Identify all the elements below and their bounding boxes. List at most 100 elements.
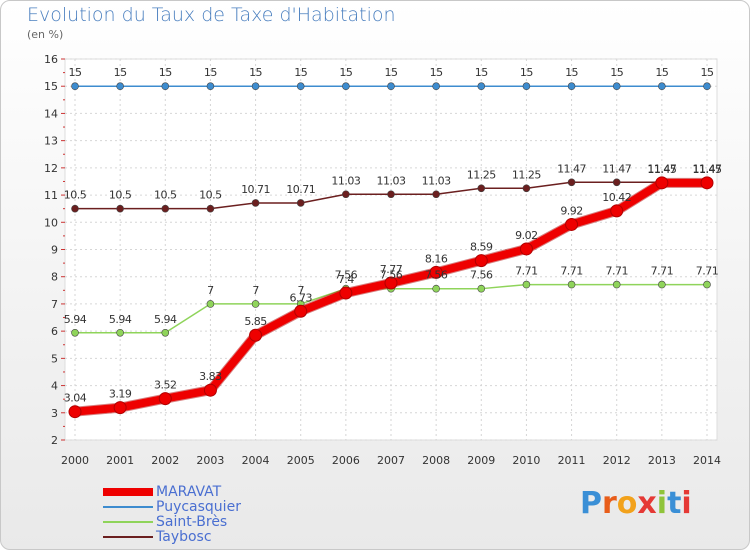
data-label-puycasquier: 15: [294, 66, 307, 79]
data-point-maravat: [249, 328, 263, 342]
data-label-puycasquier: 15: [475, 66, 488, 79]
y-tick-label: 10: [44, 216, 58, 229]
data-label-taybosc: 11.47: [693, 162, 722, 175]
x-tick-label: 2004: [242, 454, 270, 467]
y-tick-label: 14: [44, 107, 58, 120]
data-label-puycasquier: 15: [249, 66, 262, 79]
data-label-puycasquier: 15: [114, 66, 127, 79]
data-label-puycasquier: 15: [701, 66, 714, 79]
data-label-puycasquier: 15: [430, 66, 443, 79]
data-point-maravat: [610, 204, 624, 218]
data-point-puycasquier: [522, 82, 531, 91]
chart-title: Evolution du Taux de Taxe d'Habitation: [27, 4, 396, 26]
data-point-maravat: [339, 286, 353, 300]
data-label-puycasquier: 15: [565, 66, 578, 79]
data-point-saint-br-s: [477, 284, 486, 293]
x-tick-label: 2003: [196, 454, 224, 467]
data-point-maravat: [429, 265, 443, 279]
data-point-maravat: [158, 392, 172, 406]
data-point-puycasquier: [296, 82, 305, 91]
data-label-saint-br-s: 5.94: [154, 313, 177, 326]
x-tick-label: 2014: [693, 454, 721, 467]
legend-item: Puycasquier: [103, 499, 241, 515]
data-label-maravat: 11.45: [693, 163, 722, 176]
data-point-maravat: [565, 217, 579, 231]
data-point-maravat: [294, 304, 308, 318]
data-label-taybosc: 10.5: [199, 189, 222, 202]
data-label-puycasquier: 15: [159, 66, 172, 79]
data-label-saint-br-s: 7: [297, 284, 304, 297]
data-label-maravat: 9.92: [560, 204, 583, 217]
data-label-taybosc: 11.25: [512, 168, 541, 181]
legend-swatch: [103, 505, 153, 508]
data-label-saint-br-s: 7: [252, 284, 259, 297]
data-label-puycasquier: 15: [385, 66, 398, 79]
data-point-puycasquier: [206, 82, 215, 91]
data-label-saint-br-s: 5.94: [109, 313, 132, 326]
x-tick-label: 2007: [377, 454, 405, 467]
data-point-maravat: [113, 401, 127, 415]
data-label-taybosc: 10.5: [109, 189, 132, 202]
legend-swatch: [103, 487, 153, 496]
x-tick-label: 2013: [648, 454, 676, 467]
data-label-taybosc: 11.47: [647, 162, 676, 175]
data-point-puycasquier: [342, 82, 350, 91]
data-label-maravat: 8.59: [470, 241, 493, 254]
data-point-taybosc: [71, 204, 79, 213]
data-label-taybosc: 10.71: [241, 183, 270, 196]
data-label-maravat: 5.85: [244, 315, 267, 328]
data-point-taybosc: [206, 204, 215, 213]
data-labels: 15 15 15 15 15 15 15 15 15 15 15 15 15 15 15 5.94 5.94 5.…: [64, 66, 723, 404]
data-label-taybosc: 10.5: [154, 189, 177, 202]
data-point-puycasquier: [71, 82, 79, 91]
data-label-taybosc: 11.25: [467, 168, 496, 181]
x-tick-label: 2002: [151, 454, 179, 467]
y-tick-label: 13: [44, 135, 58, 148]
chart-subtitle: (en %): [27, 28, 64, 41]
logo-letter: i: [656, 486, 668, 521]
data-label-saint-br-s: 7.71: [651, 265, 674, 278]
data-label-taybosc: 10.71: [286, 183, 315, 196]
data-point-saint-br-s: [251, 300, 260, 308]
data-point-taybosc: [342, 190, 350, 199]
data-point-taybosc: [522, 184, 531, 193]
data-label-taybosc: 11.03: [422, 174, 451, 187]
x-tick-label: 2008: [422, 454, 450, 467]
data-label-puycasquier: 15: [520, 66, 533, 79]
logo-letter: t: [667, 486, 682, 521]
data-label-puycasquier: 15: [204, 66, 217, 79]
data-label-maravat: 8.16: [425, 252, 448, 265]
legend-item: Saint-Brès: [103, 514, 241, 530]
proxiti-logo: Proxiti: [580, 486, 692, 521]
data-label-maravat: 11.45: [647, 163, 676, 176]
y-tick-label: 11: [44, 189, 58, 202]
data-label-taybosc: 11.03: [377, 174, 406, 187]
data-label-saint-br-s: 7.71: [696, 265, 719, 278]
y-tick-label: 7: [51, 298, 58, 311]
x-tick-label: 2005: [287, 454, 315, 467]
logo-letter: x: [637, 486, 657, 521]
data-point-puycasquier: [251, 82, 260, 91]
data-point-saint-br-s: [432, 284, 440, 293]
data-point-taybosc: [296, 199, 305, 207]
data-point-maravat: [519, 242, 533, 256]
data-point-saint-br-s: [206, 300, 215, 308]
data-label-maravat: 6.73: [289, 291, 312, 304]
logo-letter: r: [602, 486, 617, 521]
data-point-taybosc: [432, 190, 440, 199]
data-label-maravat: 7.4: [338, 273, 354, 286]
data-point-saint-br-s: [71, 328, 79, 337]
data-point-puycasquier: [161, 82, 170, 91]
data-point-taybosc: [612, 178, 621, 187]
data-point-puycasquier: [703, 82, 711, 91]
x-tick-label: 2006: [332, 454, 360, 467]
y-tick-label: 15: [44, 80, 58, 93]
data-point-maravat: [700, 176, 714, 190]
legend-swatch: [103, 535, 153, 538]
data-label-taybosc: 11.47: [602, 162, 631, 175]
data-label-maravat: 10.42: [602, 191, 631, 204]
series-layer: [68, 82, 714, 419]
axes: 2 3 4 5 6 7 8 9 10 11 12 13 14 15 16 2000 2001 2002 2003 20…: [44, 53, 721, 467]
data-point-saint-br-s: [658, 280, 666, 289]
y-tick-label: 8: [51, 271, 58, 284]
